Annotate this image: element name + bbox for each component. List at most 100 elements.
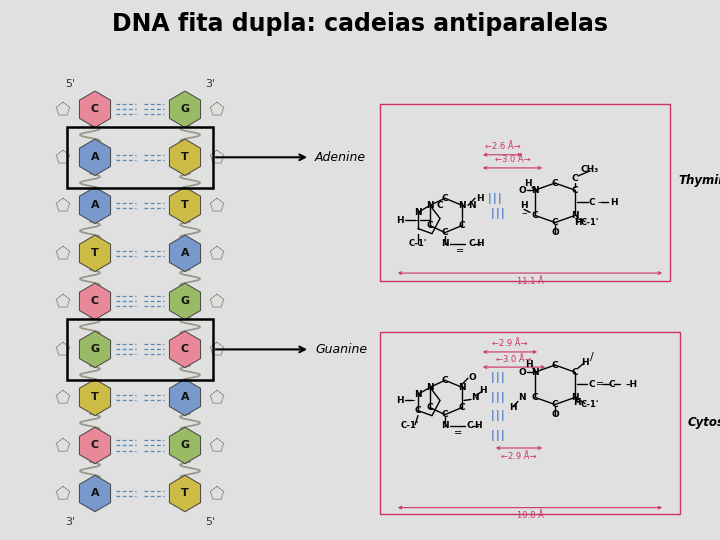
Text: H: H (520, 201, 528, 210)
Text: ←2.9 Å→: ←2.9 Å→ (492, 339, 528, 348)
Polygon shape (79, 139, 111, 176)
Text: DNA fita dupla: cadeias antiparalelas: DNA fita dupla: cadeias antiparalelas (112, 12, 608, 36)
Polygon shape (169, 475, 201, 512)
Bar (67, 319, 213, 380)
Text: /: / (590, 352, 594, 362)
Text: |: | (501, 410, 505, 421)
Text: C: C (415, 406, 421, 415)
Text: H: H (610, 198, 618, 207)
Text: N: N (458, 201, 466, 210)
Text: |: | (496, 208, 500, 219)
Text: C: C (572, 173, 578, 183)
Polygon shape (169, 139, 201, 176)
Text: G: G (181, 104, 189, 114)
Text: N: N (571, 393, 579, 402)
Text: |: | (496, 372, 500, 383)
Text: T: T (181, 489, 189, 498)
Polygon shape (169, 427, 201, 464)
Text: C: C (552, 400, 558, 409)
Text: Guanine: Guanine (315, 343, 367, 356)
Polygon shape (79, 235, 111, 272)
Text: C: C (427, 221, 433, 230)
Text: O: O (518, 368, 526, 377)
Text: N: N (531, 186, 539, 194)
Text: |: | (491, 410, 495, 421)
Text: H: H (573, 398, 581, 407)
Text: |: | (491, 430, 495, 441)
Text: C-1': C-1' (401, 421, 419, 430)
Text: N: N (414, 390, 422, 399)
Text: |: | (496, 410, 500, 421)
Text: C: C (459, 221, 465, 230)
Text: N: N (441, 421, 449, 430)
Text: |: | (491, 372, 495, 383)
Text: |: | (496, 430, 500, 441)
Text: C: C (572, 368, 578, 377)
Text: C: C (552, 179, 558, 187)
Text: 5': 5' (65, 79, 75, 89)
Text: |: | (491, 392, 495, 403)
Bar (380, 104, 670, 281)
Text: =: = (456, 246, 464, 256)
Text: C: C (441, 228, 449, 237)
Text: C-1': C-1' (409, 239, 427, 248)
Polygon shape (79, 91, 111, 127)
Text: N: N (571, 211, 579, 220)
Text: H: H (480, 386, 487, 395)
Text: G: G (181, 441, 189, 450)
Text: 10.8 Å: 10.8 Å (516, 511, 544, 520)
Text: H: H (524, 179, 532, 187)
Text: –: – (521, 208, 527, 218)
Bar (380, 332, 680, 514)
Bar (67, 127, 213, 187)
Text: C: C (552, 218, 558, 227)
Text: C-1': C-1' (581, 218, 599, 227)
Text: |: | (501, 392, 505, 403)
Text: N: N (426, 383, 434, 392)
Text: N: N (471, 393, 479, 402)
Text: O: O (518, 186, 526, 194)
Text: C: C (531, 393, 539, 402)
Text: 3': 3' (205, 79, 215, 89)
Text: 11.1 Å: 11.1 Å (517, 276, 544, 286)
Text: 5': 5' (205, 517, 215, 527)
Text: |: | (496, 392, 500, 403)
Text: ←2.9 Å→: ←2.9 Å→ (501, 451, 536, 461)
Text: |: | (501, 430, 505, 441)
Text: C: C (552, 361, 558, 369)
Text: H: H (476, 239, 484, 248)
Text: T: T (91, 393, 99, 402)
Text: C: C (91, 104, 99, 114)
Text: A: A (91, 152, 99, 163)
Text: 3': 3' (65, 517, 75, 527)
Text: |: | (493, 193, 497, 204)
Text: =: = (596, 379, 604, 389)
Text: |: | (498, 193, 502, 204)
Text: A: A (91, 489, 99, 498)
Text: |: | (501, 208, 505, 219)
Text: C: C (441, 376, 449, 384)
Text: H: H (396, 396, 404, 405)
Text: Adenine: Adenine (315, 151, 366, 164)
Text: C: C (589, 198, 595, 207)
Text: Cytosine: Cytosine (688, 416, 720, 429)
Text: G: G (181, 296, 189, 306)
Polygon shape (169, 379, 201, 416)
Text: C: C (181, 345, 189, 354)
Text: G: G (91, 345, 99, 354)
Text: H: H (574, 218, 582, 227)
Text: T: T (181, 152, 189, 163)
Text: |: | (491, 208, 495, 219)
Polygon shape (79, 331, 111, 368)
Text: O: O (551, 228, 559, 237)
Text: C: C (572, 186, 578, 194)
Text: H: H (525, 360, 533, 369)
Polygon shape (169, 91, 201, 127)
Text: A: A (181, 393, 189, 402)
Polygon shape (169, 235, 201, 272)
Text: H: H (509, 403, 517, 412)
Text: T: T (91, 248, 99, 258)
Text: A: A (181, 248, 189, 258)
Text: N: N (531, 368, 539, 377)
Text: T: T (181, 200, 189, 210)
